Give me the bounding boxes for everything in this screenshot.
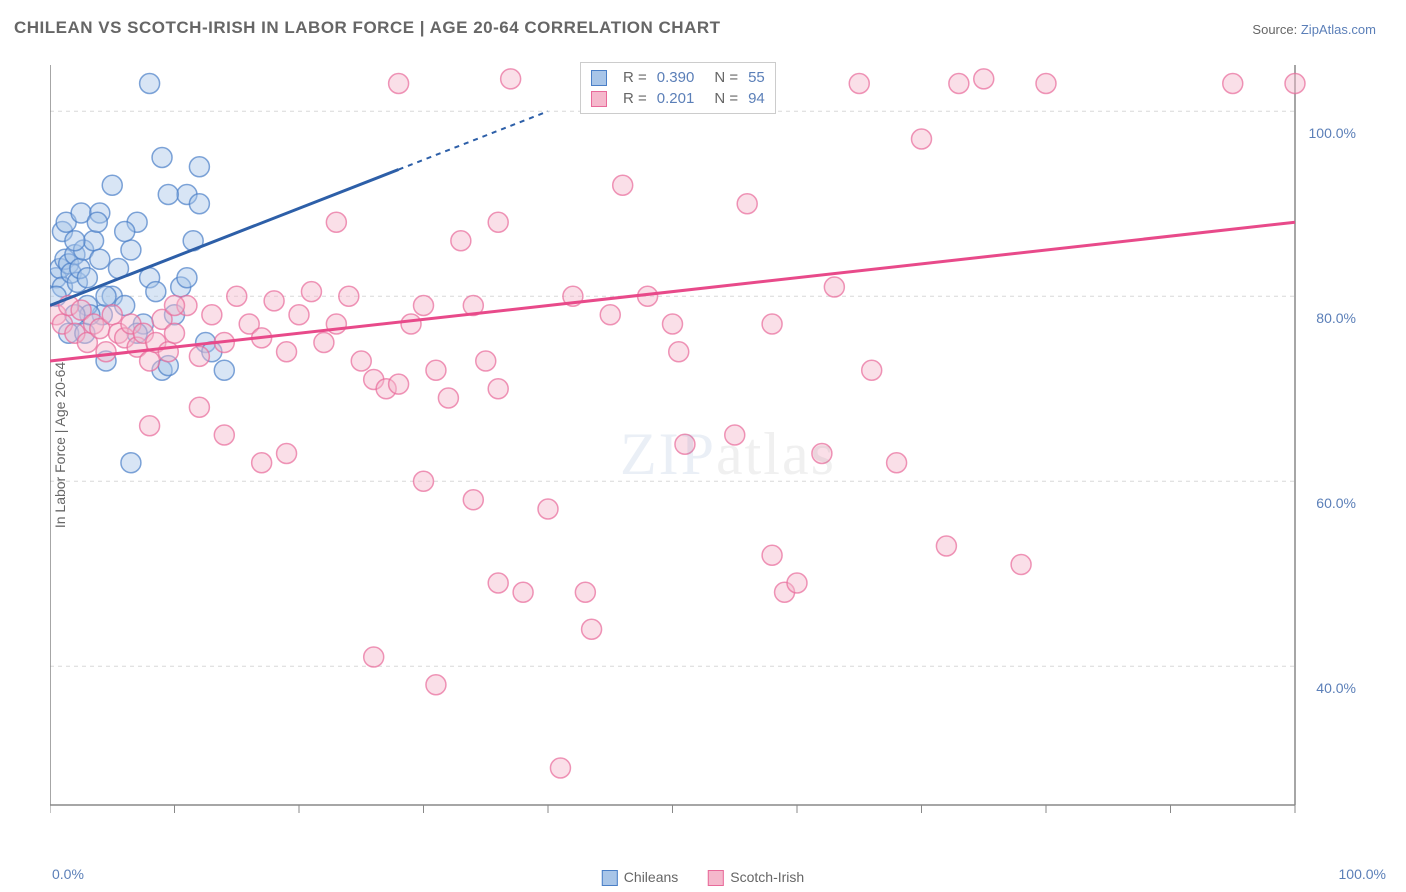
x-tick-label-right: 100.0% <box>1339 866 1386 882</box>
y-tick-label: 80.0% <box>1316 310 1356 326</box>
y-axis-label: In Labor Force | Age 20-64 <box>52 362 68 528</box>
y-tick-label: 60.0% <box>1316 495 1356 511</box>
legend-swatch <box>591 70 607 86</box>
legend-r-label: R = <box>623 90 647 107</box>
x-tick-label-left: 0.0% <box>52 866 84 882</box>
legend-n-label: N = <box>714 69 738 86</box>
source-value: ZipAtlas.com <box>1301 22 1376 37</box>
source-label: Source: <box>1252 22 1297 37</box>
series-legend-item: Scotch-Irish <box>708 869 804 886</box>
legend-n-value: 55 <box>748 69 765 86</box>
legend-swatch <box>591 91 607 107</box>
legend-n-value: 94 <box>748 90 765 107</box>
y-tick-label: 40.0% <box>1316 680 1356 696</box>
series-label: Scotch-Irish <box>730 869 804 885</box>
legend-row: R = 0.390 N = 55 <box>591 67 765 88</box>
source-attribution: Source: ZipAtlas.com <box>1252 22 1376 37</box>
y-tick-label: 100.0% <box>1309 125 1356 141</box>
series-legend-item: Chileans <box>602 869 678 886</box>
series-label: Chileans <box>624 869 678 885</box>
legend-n-label: N = <box>714 90 738 107</box>
plot-container: In Labor Force | Age 20-64 40.0% 60.0% 80.… <box>50 55 1370 835</box>
legend-row: R = 0.201 N = 94 <box>591 88 765 109</box>
series-swatch <box>708 870 724 886</box>
chart-title: CHILEAN VS SCOTCH-IRISH IN LABOR FORCE |… <box>14 18 721 38</box>
series-legend: Chileans Scotch-Irish <box>602 869 804 886</box>
correlation-legend: R = 0.390 N = 55 R = 0.201 N = 94 <box>580 62 776 114</box>
legend-r-value: 0.390 <box>657 69 695 86</box>
scatter-plot <box>50 55 1370 835</box>
legend-r-label: R = <box>623 69 647 86</box>
series-swatch <box>602 870 618 886</box>
legend-r-value: 0.201 <box>657 90 695 107</box>
